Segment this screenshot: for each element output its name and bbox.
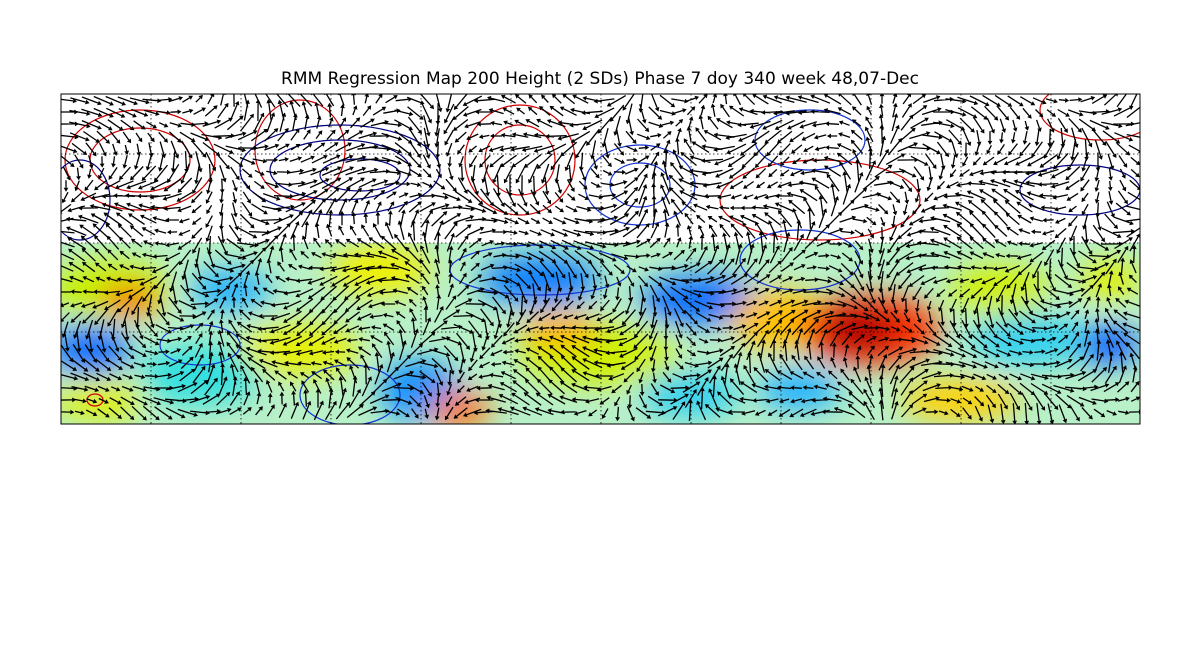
graticule (61, 94, 1140, 424)
map-area (61, 94, 1140, 424)
wind-vectors (61, 94, 1140, 422)
map-title: RMM Regression Map 200 Height (2 SDs) Ph… (281, 69, 919, 89)
map-frame (60, 93, 1141, 425)
